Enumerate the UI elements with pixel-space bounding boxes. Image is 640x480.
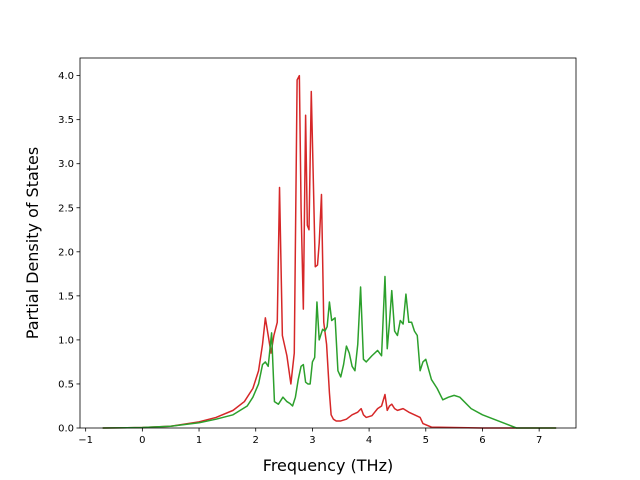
x-tick-label: 4 [366, 435, 372, 446]
y-axis: 0.0 0.5 1.0 1.5 2.0 2.5 3.0 3.5 4.0 [58, 71, 80, 435]
plot-frame [79, 57, 577, 429]
series-line-1 [102, 74, 557, 429]
y-tick-label: 1.0 [58, 335, 74, 346]
plot-lines [102, 74, 557, 429]
x-tick-label: 5 [423, 435, 429, 446]
x-tick-label: −1 [78, 435, 93, 446]
x-tick-label: 3 [309, 435, 315, 446]
y-tick-label: 4.0 [58, 71, 74, 82]
y-tick-label: 1.5 [58, 291, 74, 302]
y-tick-label: 3.0 [58, 159, 74, 170]
y-tick-label: 0.5 [58, 379, 74, 390]
x-tick-label: 2 [253, 435, 259, 446]
y-tick-label: 0.0 [58, 424, 74, 435]
x-axis: −1 0 1 2 3 4 5 6 7 [78, 428, 542, 446]
y-axis-label: Partial Density of States [23, 147, 42, 339]
y-tick-label: 2.5 [58, 203, 74, 214]
x-tick-label: 1 [196, 435, 202, 446]
x-tick-label: 7 [536, 435, 542, 446]
y-tick-label: 3.5 [58, 115, 74, 126]
x-tick-label: 0 [139, 435, 145, 446]
x-axis-label: Frequency (THz) [263, 456, 393, 475]
y-tick-label: 2.0 [58, 247, 74, 258]
x-tick-label: 6 [479, 435, 485, 446]
series-line-2 [102, 275, 557, 429]
